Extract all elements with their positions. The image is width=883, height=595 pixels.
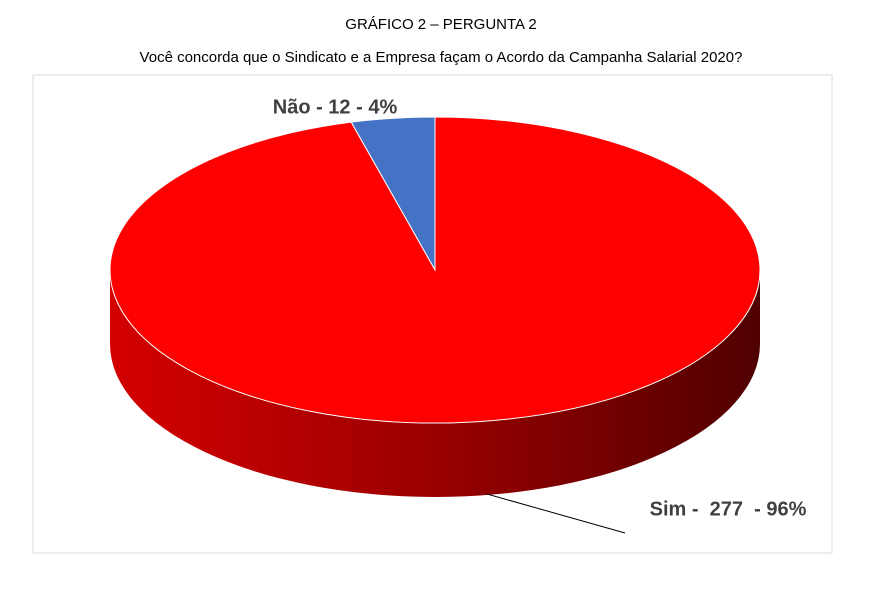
chart-border [32,74,833,554]
data-label: Sim - 277 - 96% [650,498,807,520]
chart-title: GRÁFICO 2 – PERGUNTA 2 [345,16,536,33]
data-label: Não - 12 - 4% [273,96,398,118]
leader-line [486,493,626,534]
pie [109,116,761,497]
chart-subtitle: Você concorda que o Sindicato e a Empres… [140,49,743,66]
slice [109,116,761,424]
slice-side [110,270,760,497]
